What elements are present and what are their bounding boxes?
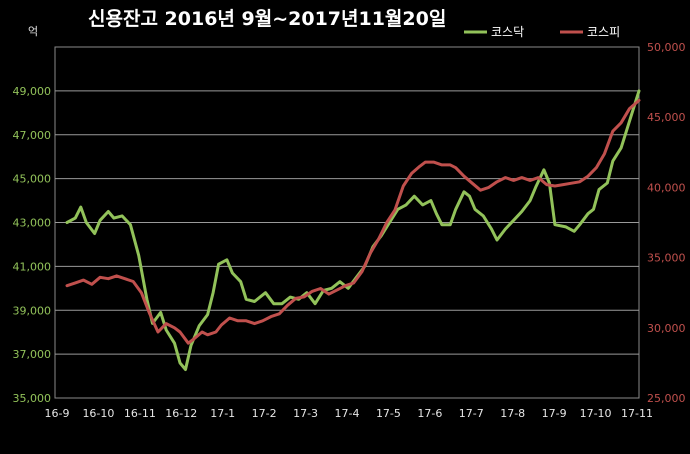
y-left-tick-label: 43,000	[13, 217, 52, 230]
x-tick-label: 16-9	[45, 407, 70, 420]
x-tick-label: 17-7	[459, 407, 484, 420]
y-left-tick-label: 39,000	[13, 304, 52, 317]
x-tick-label: 17-1	[210, 407, 235, 420]
y-right-tick-label: 45,000	[647, 111, 686, 124]
x-tick-label: 17-2	[252, 407, 277, 420]
x-axis: 16-9 16-10 16-11 16-12 17-1 17-2 17-3 17-4 17-5 1…	[45, 407, 653, 420]
x-tick-label: 17-5	[376, 407, 401, 420]
y-left-tick-label: 49,000	[13, 85, 52, 98]
grid	[55, 90, 639, 355]
y-axis-right: 25,000 30,000 35,000 40,000 45,000 50,000	[647, 41, 686, 405]
y-left-tick-label: 41,000	[13, 260, 52, 273]
y-left-tick-label: 37,000	[13, 348, 52, 361]
series-line-kosdaq	[65, 89, 641, 371]
legend: 코스닥 코스피	[464, 25, 620, 39]
series-line-kospi	[65, 98, 641, 345]
x-tick-label: 16-12	[165, 407, 197, 420]
y-right-tick-label: 40,000	[647, 181, 686, 194]
x-tick-label: 17-4	[335, 407, 360, 420]
x-tick-label: 17-10	[580, 407, 612, 420]
y-left-tick-label: 47,000	[13, 129, 52, 142]
legend-label-kospi: 코스피	[587, 25, 620, 39]
chart-title: 신용잔고 2016년 9월~2017년11월20일	[88, 8, 446, 30]
series-layer	[65, 89, 641, 371]
x-tick-label: 16-11	[124, 407, 156, 420]
legend-label-kosdaq: 코스닥	[491, 25, 524, 39]
y-axis-left: 35,000 37,000 39,000 41,000 43,000 45,000 47,0…	[13, 85, 52, 405]
x-tick-label: 16-10	[82, 407, 114, 420]
y-left-tick-label: 35,000	[13, 392, 52, 405]
x-tick-label: 17-3	[293, 407, 318, 420]
x-tick-label: 17-11	[621, 407, 653, 420]
y-right-tick-label: 25,000	[647, 392, 686, 405]
x-tick-label: 17-9	[542, 407, 567, 420]
y-unit-label: 억	[28, 25, 38, 38]
x-tick-label: 17-6	[417, 407, 442, 420]
y-left-tick-label: 45,000	[13, 173, 52, 186]
x-tick-label: 17-8	[500, 407, 525, 420]
y-right-tick-label: 50,000	[647, 41, 686, 54]
y-right-tick-label: 30,000	[647, 322, 686, 335]
y-right-tick-label: 35,000	[647, 252, 686, 265]
